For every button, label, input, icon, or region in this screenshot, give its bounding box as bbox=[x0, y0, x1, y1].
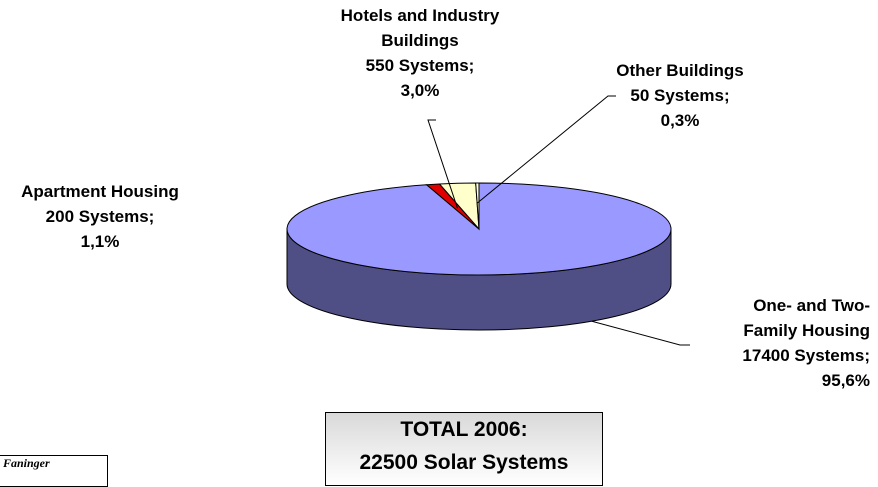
label-percent: 3,0% bbox=[400, 81, 440, 100]
label-name: Apartment Housing bbox=[21, 182, 179, 201]
credit: Faninger bbox=[0, 455, 108, 487]
slice-label: One- and Two-Family Housing 17400 System… bbox=[700, 293, 870, 393]
leader-line bbox=[427, 119, 458, 209]
label-name: Hotels and Industry Buildings bbox=[340, 6, 500, 50]
pie-slice bbox=[475, 182, 480, 230]
label-percent: 0,3% bbox=[660, 111, 700, 130]
leader-line bbox=[591, 320, 690, 346]
total-box: TOTAL 2006: 22500 Solar Systems bbox=[325, 412, 603, 486]
label-percent: 1,1% bbox=[80, 232, 120, 251]
leader-line bbox=[477, 95, 616, 204]
slice-label: Apartment Housing 200 Systems; 1,1% bbox=[0, 179, 200, 254]
label-name: One- and Two-Family Housing bbox=[743, 296, 870, 340]
slice-label: Other Buildings 50 Systems; 0,3% bbox=[600, 58, 760, 133]
total-text: 22500 Solar Systems bbox=[359, 451, 569, 474]
label-value: 17400 Systems; bbox=[742, 346, 870, 365]
label-name: Other Buildings bbox=[616, 61, 744, 80]
slice-label: Hotels and Industry Buildings 550 System… bbox=[325, 3, 515, 103]
total-title: TOTAL 2006: bbox=[400, 418, 528, 441]
label-value: 50 Systems; bbox=[630, 86, 730, 105]
label-percent: 95,6% bbox=[821, 371, 870, 390]
label-value: 200 Systems; bbox=[45, 207, 155, 226]
label-value: 550 Systems; bbox=[365, 56, 475, 75]
